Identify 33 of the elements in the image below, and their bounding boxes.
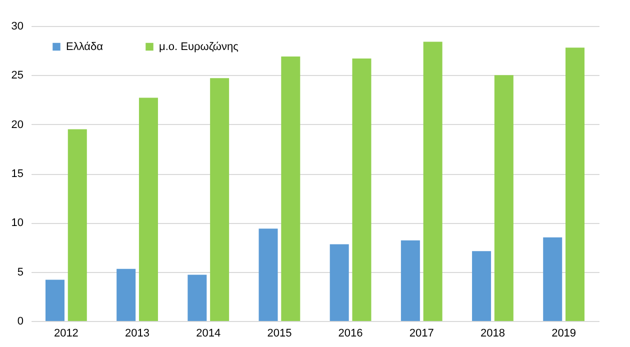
legend-label: Ελλάδα — [66, 40, 104, 53]
bar — [423, 42, 442, 321]
x-tick-label: 2018 — [480, 328, 505, 340]
bar — [210, 78, 230, 321]
bar — [68, 129, 87, 321]
bar — [494, 75, 514, 321]
x-tick-label: 2013 — [125, 328, 150, 340]
bar — [188, 274, 207, 321]
bar — [45, 280, 64, 321]
bar — [330, 244, 349, 321]
x-tick-label: 2017 — [409, 328, 434, 340]
y-tick-label: 5 — [17, 266, 24, 278]
bar — [352, 58, 372, 321]
bar — [472, 251, 492, 321]
bar — [281, 56, 300, 321]
y-tick-label: 10 — [11, 217, 24, 230]
y-tick-label: 20 — [11, 118, 24, 131]
x-tick-label: 2014 — [196, 328, 221, 340]
y-tick-label: 0 — [17, 316, 24, 328]
y-tick-label: 15 — [11, 168, 24, 180]
bar — [543, 237, 562, 321]
y-tick-label: 25 — [11, 70, 24, 82]
x-tick-label: 2016 — [338, 328, 363, 340]
x-tick-label: 2012 — [54, 328, 78, 340]
bar — [116, 268, 136, 321]
legend-label: μ.ο. Ευρωζώνης — [159, 40, 238, 53]
bar — [138, 98, 158, 321]
bar — [258, 228, 278, 321]
y-tick-label: 30 — [11, 20, 24, 32]
x-tick-label: 2015 — [267, 328, 292, 340]
bar — [566, 48, 585, 321]
bar — [400, 240, 420, 321]
x-tick-label: 2019 — [552, 328, 576, 340]
